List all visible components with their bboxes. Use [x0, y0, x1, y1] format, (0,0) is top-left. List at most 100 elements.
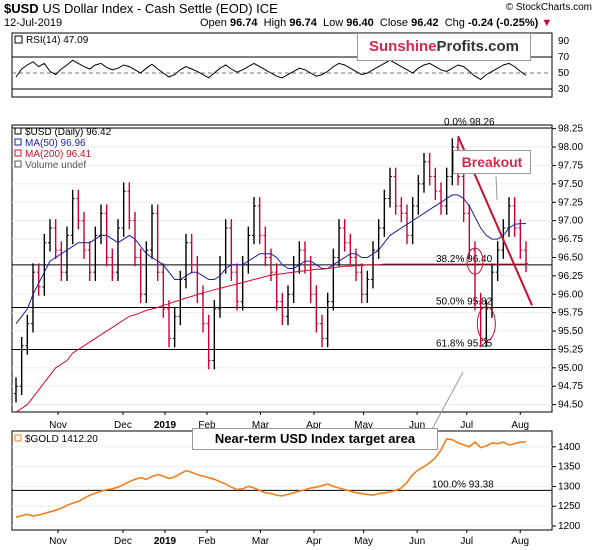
rsi-tick-70: 70: [558, 52, 570, 63]
ohlc-bar: [337, 219, 341, 267]
ohlc-bar: [121, 182, 126, 237]
highlight-ellipse: [476, 306, 496, 342]
gold-x-label: Jul: [460, 536, 473, 547]
usd-tick-label: 98.00: [558, 142, 583, 153]
ohlc-bar: [439, 182, 443, 215]
ohlc-bar: [433, 167, 438, 201]
ohlc-bar: [399, 197, 404, 223]
chg-down-icon: ▼: [541, 17, 553, 29]
ohlc-bar: [495, 241, 500, 282]
ohlc-bar: [218, 255, 222, 318]
ohlc-bar: [393, 167, 398, 215]
ohlc-bar: [212, 300, 217, 370]
ohlc-bar: [314, 285, 319, 333]
gold-x-label: Aug: [511, 536, 529, 547]
gold-tick-label: 1250: [558, 501, 581, 512]
close-value: 96.42: [411, 17, 439, 29]
target-pointer: [429, 371, 464, 434]
usd-tick-label: 96.75: [558, 234, 583, 245]
ohlc-bar: [87, 241, 92, 282]
usd-tick-label: 94.50: [558, 400, 583, 411]
ohlc-bar: [444, 167, 449, 215]
ohlc-bar: [31, 263, 35, 333]
ohlc-bar: [161, 263, 166, 318]
gold-ref-label: 100.0% 93.38: [432, 479, 494, 490]
gold-x-label: Feb: [198, 536, 216, 547]
usd-legend-icon: [14, 127, 22, 135]
ohlc-bar: [286, 285, 290, 326]
usd-tick-label: 97.75: [558, 160, 583, 171]
usd-tick-label: 97.25: [558, 197, 583, 208]
ohlc-bar: [365, 270, 370, 304]
open-value: 96.74: [229, 17, 258, 29]
ohlc-bar: [461, 167, 466, 223]
ohlc-bar: [76, 189, 81, 230]
ohlc-bar: [280, 292, 285, 326]
ohlc-bar: [252, 197, 256, 245]
ohlc-bar: [53, 219, 58, 259]
usd-x-label: Dec: [114, 420, 132, 431]
usd-legend-icon: [14, 149, 22, 157]
ohlc-bar: [359, 263, 364, 304]
fib-level-label: 38.2% 96.40: [436, 254, 493, 265]
ohlc-bar: [263, 226, 268, 267]
gold-legend-icon: [14, 434, 22, 442]
chart-title: $USD US Dollar Index - Cash Settle (EOD)…: [4, 1, 278, 16]
usd-x-label: 2019: [154, 420, 177, 431]
ohlc-bar: [93, 226, 98, 282]
ohlc-bar: [189, 233, 194, 274]
ohlc-bar: [110, 248, 115, 282]
usd-tick-label: 98.25: [558, 124, 583, 135]
usd-tick-label: 95.00: [558, 363, 583, 374]
ohlc-bar: [150, 204, 154, 259]
chg-value: -0.24 (-0.25%): [467, 17, 539, 29]
rsi-tick-90: 90: [558, 36, 570, 47]
gold-x-label: 2019: [154, 536, 177, 547]
ohlc-bar: [416, 175, 421, 215]
usd-legend-label: $USD (Daily) 96.42: [25, 127, 112, 138]
usd-tick-label: 95.50: [558, 326, 583, 337]
ohlc-bar: [325, 292, 330, 348]
rsi-tick-50: 50: [558, 68, 570, 79]
low-value: 96.40: [346, 17, 374, 29]
ohlc-bar: [223, 219, 228, 274]
usd-legend-label: MA(50) 96.96: [25, 138, 86, 149]
highlight-ellipse: [466, 247, 484, 275]
breakout-pointer: [495, 175, 498, 201]
ohlc-bar: [524, 241, 528, 273]
gold-tick-label: 1350: [558, 462, 581, 473]
usd-x-label: Apr: [306, 420, 322, 431]
ohlc-bar: [246, 226, 251, 274]
usd-tick-label: 96.00: [558, 289, 583, 300]
usd-legend-label: Volume undef: [25, 160, 86, 171]
ohlc-bar: [291, 255, 296, 304]
ohlc-bar: [518, 219, 523, 259]
ohlc-bar: [70, 189, 75, 245]
ohlc-bar: [155, 204, 160, 282]
fib-level-label: 61.8% 95.25: [436, 338, 493, 349]
ohlc-bar: [14, 377, 18, 403]
ohlc-bar: [320, 314, 324, 348]
ohlc-bar: [342, 219, 347, 252]
breakout-callout: Breakout: [453, 150, 531, 174]
ohlc-bar: [450, 138, 455, 186]
usd-x-label: Aug: [511, 420, 529, 431]
copyright-label: © StockCharts.com: [505, 2, 592, 13]
ohlc-bar: [235, 263, 239, 311]
rsi-legend-label: RSI(14) 47.09: [26, 35, 89, 46]
fib-level-label: 0.0% 98.26: [444, 117, 495, 128]
gold-tick-label: 1300: [558, 481, 581, 492]
ohlc-bar: [257, 197, 262, 245]
usd-legend-icon: [14, 160, 22, 168]
chart-date: 12-Jul-2019: [4, 17, 63, 29]
ohlc-bar: [229, 219, 234, 282]
usd-x-label: Jul: [460, 420, 473, 431]
usd-x-label: May: [354, 420, 373, 431]
fib-level-label: 50.0% 95.82: [436, 297, 493, 308]
ohlc-bar: [82, 211, 86, 259]
ohlc-bar: [473, 241, 477, 311]
ohlc-bar: [206, 314, 211, 370]
ohlc-bar: [19, 336, 24, 396]
usd-tick-label: 96.50: [558, 252, 583, 263]
